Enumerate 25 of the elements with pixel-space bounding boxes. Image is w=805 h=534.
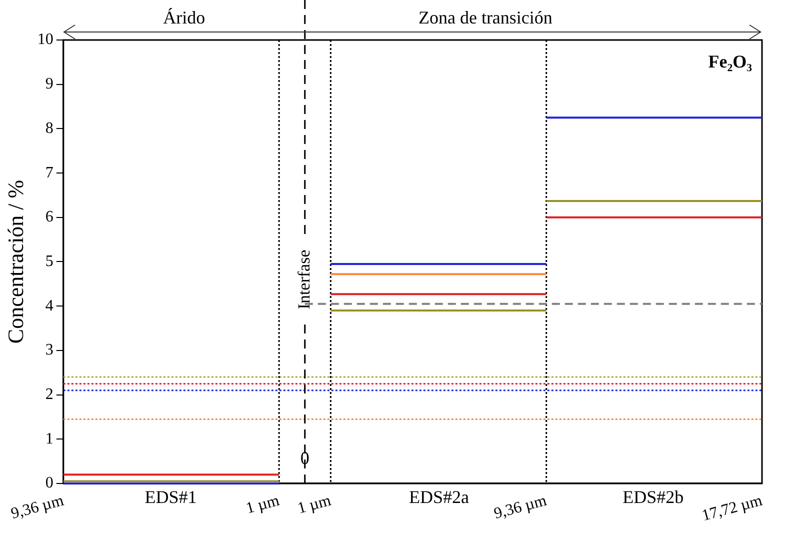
text: Zona de transición: [418, 8, 552, 28]
y-tick-label: 4: [45, 297, 54, 314]
ref-line-label: Interfase: [294, 250, 314, 310]
y-tick-label: 9: [45, 76, 54, 93]
y-tick-label: 10: [37, 31, 54, 48]
y-tick-label: 3: [45, 342, 54, 359]
text: EDS#1: [144, 487, 197, 508]
text: EDS#2b: [622, 487, 684, 508]
y-tick-label: 2: [45, 386, 54, 403]
x-tick-label: 1 µm: [244, 492, 282, 518]
y-tick-label: 7: [45, 164, 54, 182]
text: EDS#2a: [409, 487, 470, 508]
y-tick-label: 6: [45, 208, 54, 226]
y-tick-label: 8: [45, 120, 54, 137]
x-tick-label: 1 µm: [296, 492, 334, 518]
y-tick-label: 0: [45, 474, 54, 492]
text: Árido: [163, 8, 206, 28]
x-tick-label: 9,36 µm: [492, 492, 549, 523]
y-axis-title: Concentración / %: [2, 180, 28, 344]
annotation: 0: [300, 448, 310, 468]
y-tick-label: 1: [45, 430, 54, 448]
x-tick-label: 9,36 µm: [9, 492, 66, 523]
x-tick-label: 17,72 µm: [700, 492, 765, 525]
annotation: Fe₂O₃: [708, 52, 753, 72]
y-tick-label: 5: [45, 252, 54, 270]
